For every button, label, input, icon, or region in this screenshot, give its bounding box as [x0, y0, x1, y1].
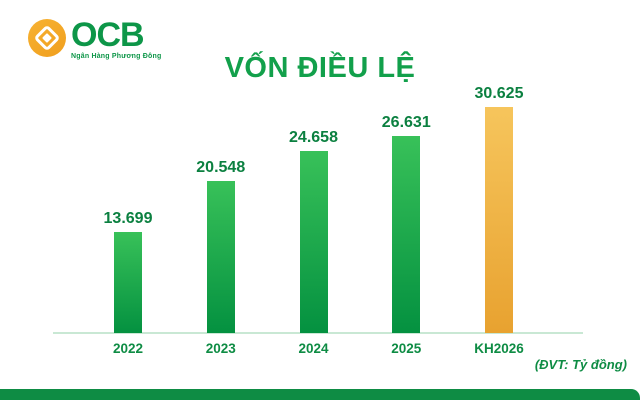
logo-text-block: OCB Ngân Hàng Phương Đông	[71, 16, 162, 60]
bar	[114, 232, 142, 333]
bar-category-label: 2025	[391, 341, 422, 356]
bottom-accent-band	[0, 389, 640, 400]
bar-group: 13.699 2022	[104, 0, 153, 356]
bar-category-label: 2023	[205, 341, 236, 356]
bar-highlight	[485, 107, 513, 333]
bar-value-label: 20.548	[196, 159, 246, 176]
ocb-coin-icon	[28, 19, 66, 57]
ocb-logo: OCB Ngân Hàng Phương Đông	[28, 16, 162, 60]
bar-value-label: 30.625	[474, 85, 524, 102]
logo-brand-name: OCB	[71, 16, 145, 54]
chart-title: VỐN ĐIỀU LỆ	[224, 52, 416, 84]
bar-group: 24.658 2024	[289, 0, 338, 356]
bar	[392, 136, 421, 333]
bar-value-label: 26.631	[381, 114, 431, 131]
bar	[299, 151, 328, 333]
x-axis-line	[53, 332, 583, 334]
bar-value-label: 13.699	[103, 210, 153, 227]
bar	[206, 181, 235, 333]
bar-category-label: 2024	[298, 341, 329, 356]
logo-tagline: Ngân Hàng Phương Đông	[71, 53, 162, 60]
bar-group: 30.625 KH2026	[474, 0, 524, 356]
bar-value-label: 24.658	[289, 129, 338, 146]
bar-group: 20.548 2023	[196, 0, 245, 356]
unit-note: (ĐVT: Tỷ đồng)	[534, 357, 627, 372]
bar-category-label: KH2026	[474, 341, 524, 356]
bar-group: 26.631 2025	[382, 0, 431, 356]
bar-category-label: 2022	[112, 341, 144, 356]
